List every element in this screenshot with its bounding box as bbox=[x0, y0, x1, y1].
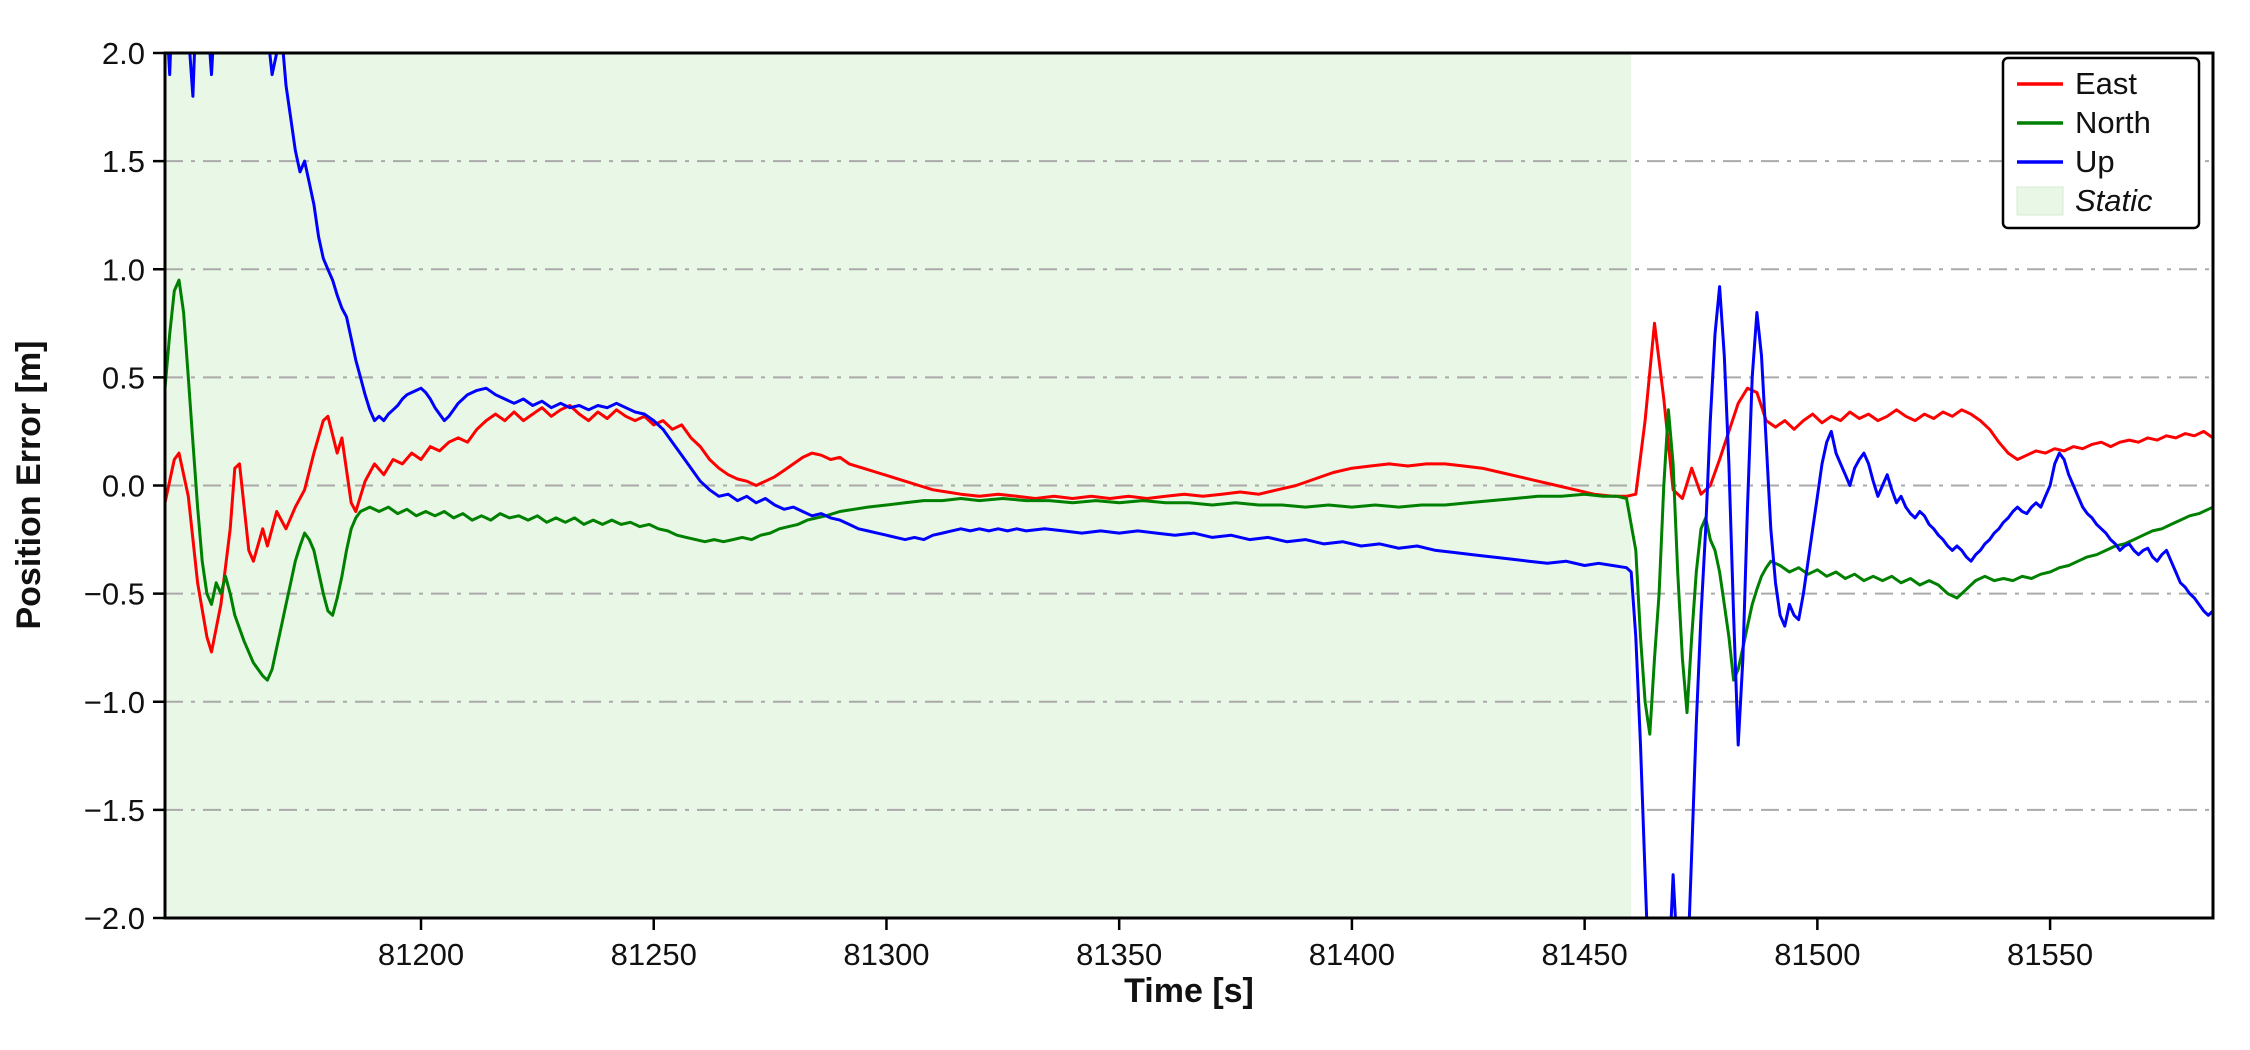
y-tick-label: −1.5 bbox=[84, 793, 145, 828]
y-tick-label: 2.0 bbox=[102, 36, 145, 71]
y-tick-label: 1.5 bbox=[102, 144, 145, 179]
y-tick-label: 0.5 bbox=[102, 360, 145, 395]
x-tick-label: 81400 bbox=[1309, 937, 1395, 972]
x-tick-label: 81450 bbox=[1542, 937, 1628, 972]
legend-static-swatch bbox=[2016, 186, 2064, 216]
y-tick-label: 1.0 bbox=[102, 252, 145, 287]
y-tick-label: 0.0 bbox=[102, 469, 145, 504]
x-tick-label: 81500 bbox=[1774, 937, 1860, 972]
y-tick-label: −0.5 bbox=[84, 577, 145, 612]
x-tick-label: 81300 bbox=[843, 937, 929, 972]
y-tick-label: −2.0 bbox=[84, 901, 145, 936]
series-layer bbox=[165, 53, 2213, 918]
legend-entry-north: North bbox=[2017, 105, 2151, 140]
legend-up-label: Up bbox=[2075, 144, 2115, 179]
ticks-layer: 81200 81250 81300 81350 81400 81450 81500 81550… bbox=[84, 36, 2093, 972]
legend-entry-east: East bbox=[2017, 66, 2137, 101]
legend-box bbox=[2001, 56, 2201, 230]
x-tick-label: 81350 bbox=[1076, 937, 1162, 972]
legend-entry-up: Up bbox=[2017, 144, 2115, 179]
legend-north-label: North bbox=[2075, 105, 2151, 140]
y-axis-title: Position Error [m] bbox=[10, 340, 48, 629]
series-east-line bbox=[165, 321, 2213, 654]
series-north-line bbox=[165, 278, 2213, 736]
x-tick-label: 81250 bbox=[611, 937, 697, 972]
legend-entry-static: Static bbox=[2016, 183, 2153, 218]
x-tick-label: 81550 bbox=[2007, 937, 2093, 972]
legend: East North Up Static bbox=[2001, 56, 2201, 230]
x-tick-label: 81200 bbox=[378, 937, 464, 972]
y-tick-label: −1.0 bbox=[84, 685, 145, 720]
legend-east-label: East bbox=[2075, 66, 2137, 101]
legend-static-label: Static bbox=[2075, 183, 2153, 218]
x-axis-title: Time [s] bbox=[1124, 972, 1254, 1010]
series-up-line bbox=[167, 53, 2213, 918]
